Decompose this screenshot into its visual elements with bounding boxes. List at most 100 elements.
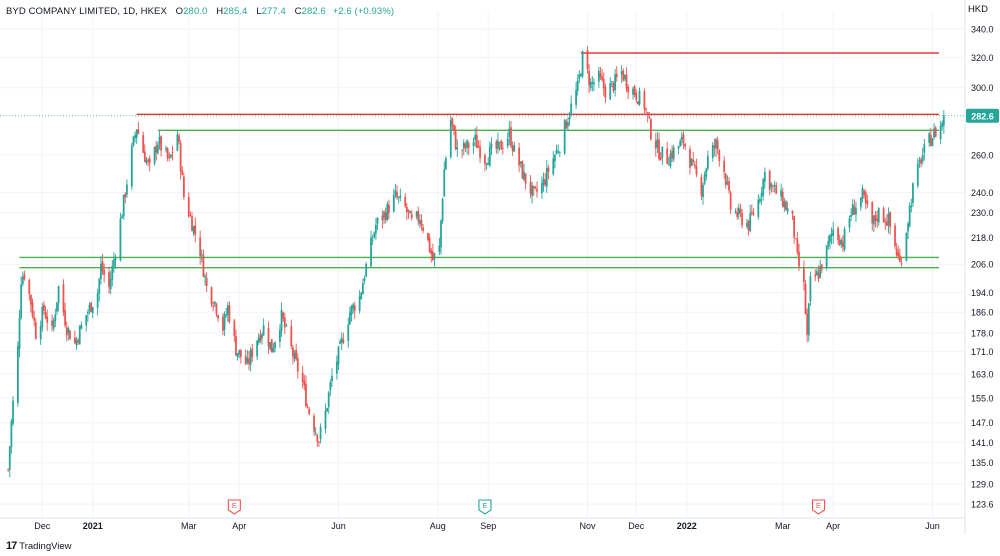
candle-body [404,196,407,207]
candle-body [552,158,555,175]
candle-body [889,212,892,227]
candle-body [806,313,809,335]
candle-body [568,116,571,120]
candle-body [12,400,14,424]
candle-body [855,207,857,215]
candle-body [352,304,355,309]
candle-body [191,216,193,232]
candle-body [669,153,672,167]
candle-body [532,185,535,189]
candle-body [912,183,914,203]
candle-body [715,139,717,149]
price-tick-label: 340.0 [971,24,994,34]
candle-body [939,125,942,140]
candle-body [428,237,431,252]
candle-body [137,129,140,134]
candle-body [597,70,600,82]
candle-body [51,320,53,326]
candle-body [785,201,787,211]
candle-body [874,214,877,221]
candle-body [239,349,242,357]
candle-body [147,159,149,162]
candle-body [711,144,714,158]
horizontal-trend-lines[interactable] [19,52,939,269]
candle-body [454,131,457,150]
candle-body [654,140,657,149]
candle-body [121,216,123,219]
price-tick-label: 186.0 [971,308,994,318]
candle-body [934,127,937,137]
candle-body [296,357,299,372]
candle-body [270,339,273,353]
candle-body [752,213,755,215]
candle-body [905,233,908,261]
high-label: H [216,6,224,17]
candle-body [601,76,604,80]
candle-body [324,411,327,429]
candle-body [907,223,909,232]
earnings-marker[interactable]: E [478,499,492,515]
candle-body [361,283,364,295]
candle-body [871,202,874,224]
candle-body [449,120,452,158]
time-tick-label: Aug [430,521,446,531]
candle-body [536,188,538,192]
candle-body [212,305,215,307]
candle-body [410,214,413,219]
candle-body [236,352,239,357]
candle-body [153,147,156,164]
candle-body [625,74,628,89]
symbol-legend[interactable]: BYD COMPANY LIMITED, 1D, HKEX O280.0 H28… [6,6,394,17]
candle-body [111,266,114,280]
currency-label: HKD [967,4,988,15]
candle-body [329,382,332,391]
candle-body [21,277,24,285]
candle-body [124,193,127,197]
candle-body [43,304,45,311]
candle-body [817,272,820,280]
candle-body [18,317,21,349]
candle-body [942,115,945,126]
earnings-marker[interactable]: E [227,499,241,515]
candle-body [475,134,478,149]
candle-body [772,185,774,187]
candle-body [643,91,646,110]
candle-body [827,241,830,247]
last-price-label: 282.6 [0,108,999,123]
candle-body [132,136,135,146]
candle-body [443,169,446,197]
candle-body [693,164,696,167]
candle-body [863,190,866,195]
tradingview-logo[interactable]: 17 TradingView [6,540,72,552]
time-axis[interactable]: Dec 2021 Mar Apr Jun Aug Sep Nov Dec 2022 Mar Apr Ju… [0,517,965,531]
earnings-marker[interactable]: E [811,499,826,515]
candle-body [837,227,839,240]
candle-body [283,317,286,328]
candle-body [567,121,569,127]
candle-body [635,93,638,100]
candle-body [98,278,101,294]
price-axis[interactable]: 340.0 320.0 300.0 260.0 240.0 230.0 218.0 206.0… [964,0,994,534]
candle-body [518,147,521,166]
candle-body [156,144,159,154]
candle-body [793,215,796,238]
candle-body [441,199,444,222]
candle-body [363,278,366,281]
candle-body [272,348,275,352]
candle-body [226,305,229,315]
candle-body [204,275,206,278]
candle-body [750,211,753,214]
candle-body [238,349,241,354]
candle-body [477,145,480,148]
time-tick-label: Apr [826,521,840,531]
candle-body [895,248,898,256]
candle-body [134,135,136,138]
candle-body [848,218,851,228]
candle-body [724,173,727,185]
candle-body [770,183,773,188]
candle-body [96,293,99,308]
candle-body [313,415,315,432]
candle-body [148,158,151,164]
